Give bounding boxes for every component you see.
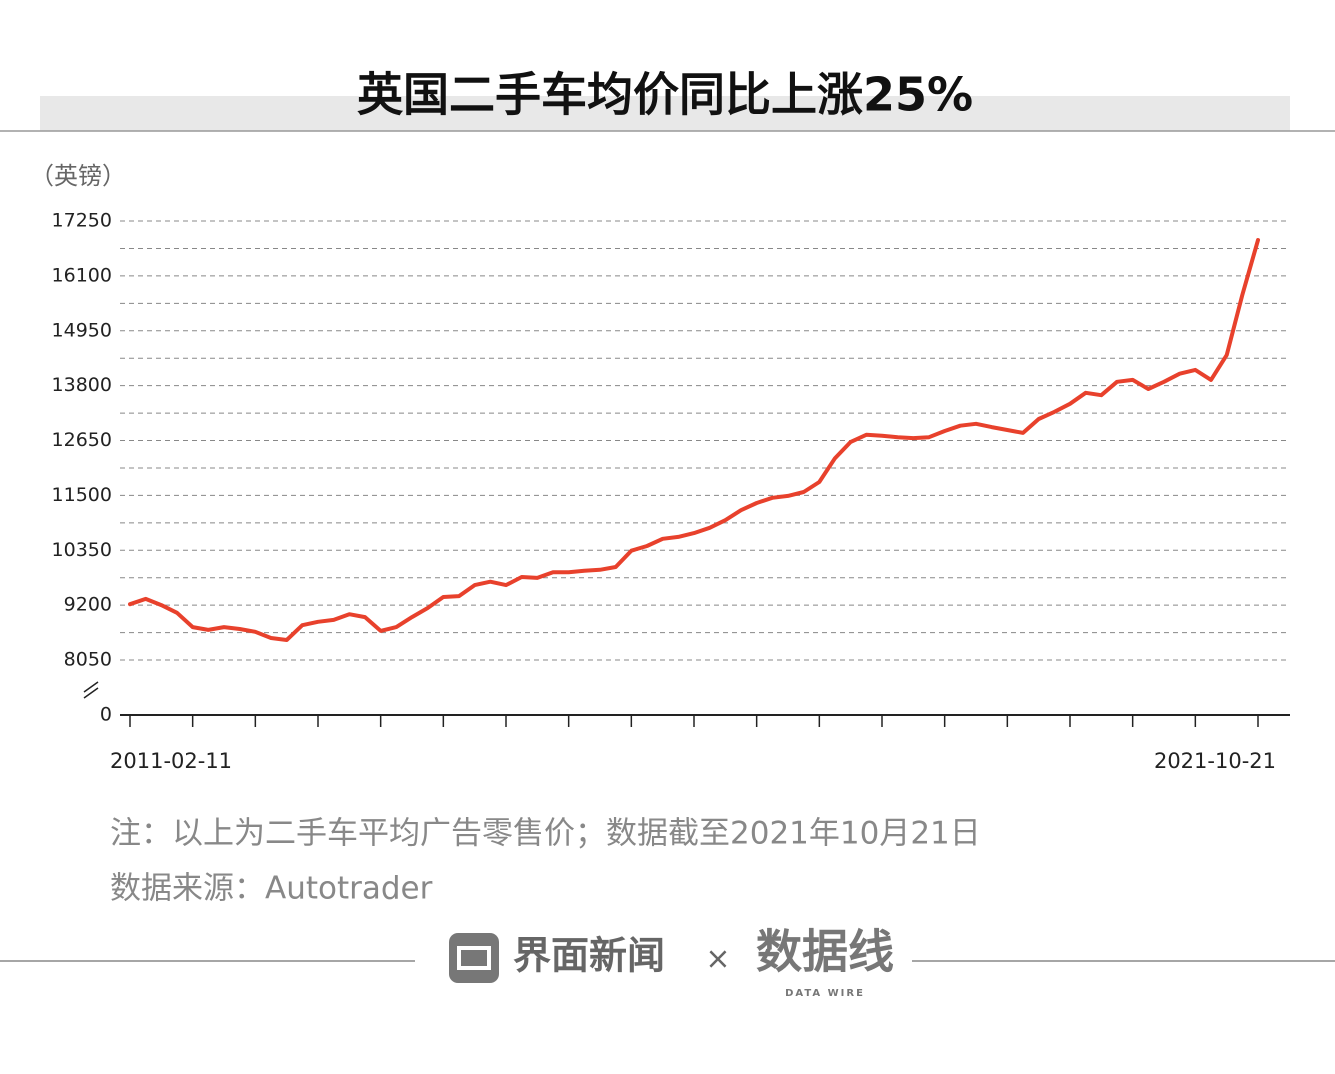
y-tick-label: 17250 [52,210,112,232]
y-unit: （英镑） [30,162,126,190]
break-mark [83,687,99,699]
y-tick-label: 8050 [64,649,112,671]
y-tick-label: 11500 [52,484,112,506]
y-tick-label: 9200 [64,594,112,616]
y-tick-label: 0 [100,704,112,726]
x-tick-label: 2011-02-11 [110,749,232,773]
brand-icon [449,933,499,983]
y-tick-label: 12650 [52,429,112,451]
axis-break [83,681,99,699]
partner-logo: 数据线 [756,925,894,979]
partner-sub: DATA WIRE [785,988,865,999]
chart-title: 英国二手车均价同比上涨25% [357,68,973,122]
x-tick-label: 2021-10-21 [1154,749,1276,773]
brand-icon-inner [457,946,491,970]
y-tick-label: 10350 [52,539,112,561]
y-tick-label: 13800 [52,374,112,396]
y-tick-label: 14950 [52,319,112,341]
separator: × [705,942,730,977]
break-mark [83,681,99,693]
source: 数据来源：Autotrader [110,871,433,907]
line [128,238,1260,642]
title-band [40,96,1290,131]
brand-name: 界面新闻 [513,934,665,978]
note: 注：以上为二手车平均广告零售价；数据截至2021年10月21日 [110,816,981,852]
y-tick-label: 16100 [52,264,112,286]
